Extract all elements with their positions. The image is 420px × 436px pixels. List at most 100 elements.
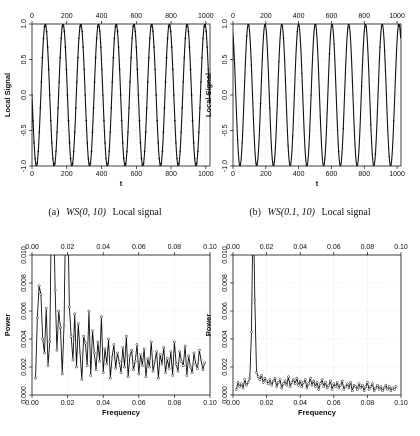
series-point	[201, 368, 205, 372]
y-tick-label: 1.0	[222, 19, 229, 29]
series-point	[252, 198, 254, 200]
y-axis-label: Power	[3, 314, 12, 337]
series-point	[203, 361, 207, 365]
series-point	[377, 388, 381, 391]
series-point	[146, 357, 150, 360]
series-point	[339, 383, 342, 387]
series-point	[324, 157, 326, 160]
series-point	[47, 68, 50, 71]
series-point	[78, 37, 80, 40]
series-point	[206, 46, 209, 49]
x-top-tick-label: 0.02	[260, 244, 274, 251]
series-point	[86, 141, 89, 144]
series-point	[60, 37, 63, 40]
x-tick-label: 0.06	[132, 400, 146, 407]
panel-local-signal-b: 0 200 400 600 800 1000 0 200 400 600 800 1000 -1.0 -0…	[204, 13, 405, 188]
series-point	[151, 24, 153, 26]
series-point	[327, 383, 331, 387]
series-point	[128, 107, 130, 109]
series-point	[184, 37, 187, 40]
series-point	[75, 365, 78, 369]
series-point	[57, 309, 61, 313]
series-point	[35, 316, 39, 320]
series-point	[146, 81, 149, 83]
series-point	[108, 376, 112, 380]
x-axis-label: Frequency	[102, 408, 141, 417]
x-tick-label: 0.06	[327, 400, 341, 407]
series-point	[162, 346, 166, 349]
series-point	[101, 371, 105, 374]
series-point	[362, 389, 366, 393]
series-point	[91, 329, 94, 332]
series-point	[89, 162, 92, 165]
series-point	[117, 46, 120, 49]
series-point	[103, 119, 105, 122]
series-point	[64, 46, 67, 49]
x-top-tick-label: 600	[326, 13, 338, 20]
caption-b: (b) WS(0.1, 10) Local signal	[249, 207, 371, 218]
x-tick-label: 0.00	[25, 400, 39, 407]
series-point	[97, 24, 100, 26]
series-point	[155, 94, 158, 96]
series-point	[208, 94, 210, 96]
series-point	[68, 305, 71, 309]
series-point	[329, 379, 332, 383]
series-point	[67, 198, 69, 200]
y-tick-label: 0.010	[21, 246, 28, 264]
series-point	[109, 131, 112, 134]
series-point	[113, 37, 116, 40]
series-point	[235, 388, 238, 391]
series-point	[98, 30, 101, 33]
series-point	[194, 164, 197, 166]
series-point	[126, 150, 128, 153]
series-point	[255, 371, 258, 374]
x-tick-label: 0.10	[203, 400, 217, 407]
series-point	[82, 334, 85, 338]
series-point	[96, 340, 100, 344]
series-point	[37, 150, 40, 153]
series-point	[53, 164, 55, 166]
series-line	[235, 255, 397, 393]
series-point	[203, 25, 205, 28]
series-point	[183, 344, 187, 348]
series-point	[76, 56, 79, 59]
series-point	[259, 102, 262, 105]
y-tick-label: 0.004	[222, 330, 229, 348]
x-tick-label: 0	[30, 171, 34, 178]
series-point	[133, 360, 137, 363]
series-point	[335, 381, 339, 384]
series-point	[134, 30, 137, 33]
series-point	[137, 372, 141, 376]
series-point	[105, 157, 107, 160]
series-point	[147, 56, 150, 59]
series-point	[116, 30, 119, 33]
series-point	[53, 288, 57, 292]
series-point	[32, 94, 33, 96]
series-point	[123, 365, 126, 369]
series-group	[32, 24, 210, 166]
series-point	[42, 37, 45, 40]
series-point	[93, 81, 96, 83]
series-point	[383, 49, 386, 52]
series-point	[333, 43, 335, 45]
series-point	[41, 337, 45, 341]
x-tick-label: 0	[231, 171, 235, 178]
series-point	[351, 81, 354, 83]
series-point	[81, 30, 83, 33]
y-tick-label: -1.0	[222, 160, 229, 172]
series-point	[140, 157, 143, 160]
series-point	[241, 142, 243, 144]
series-point	[122, 157, 125, 160]
x-tick-label: 1000	[198, 171, 214, 178]
series-point	[56, 131, 58, 134]
y-tick-label: 0.002	[222, 358, 229, 376]
series-point	[200, 81, 202, 83]
series-point	[240, 382, 243, 386]
series-point	[332, 382, 336, 386]
x-top-tick-label: 1000	[198, 13, 214, 20]
series-point	[127, 131, 129, 134]
series-point	[165, 357, 169, 360]
series-point	[285, 383, 289, 387]
series-point	[98, 360, 101, 363]
series-point	[62, 323, 66, 327]
